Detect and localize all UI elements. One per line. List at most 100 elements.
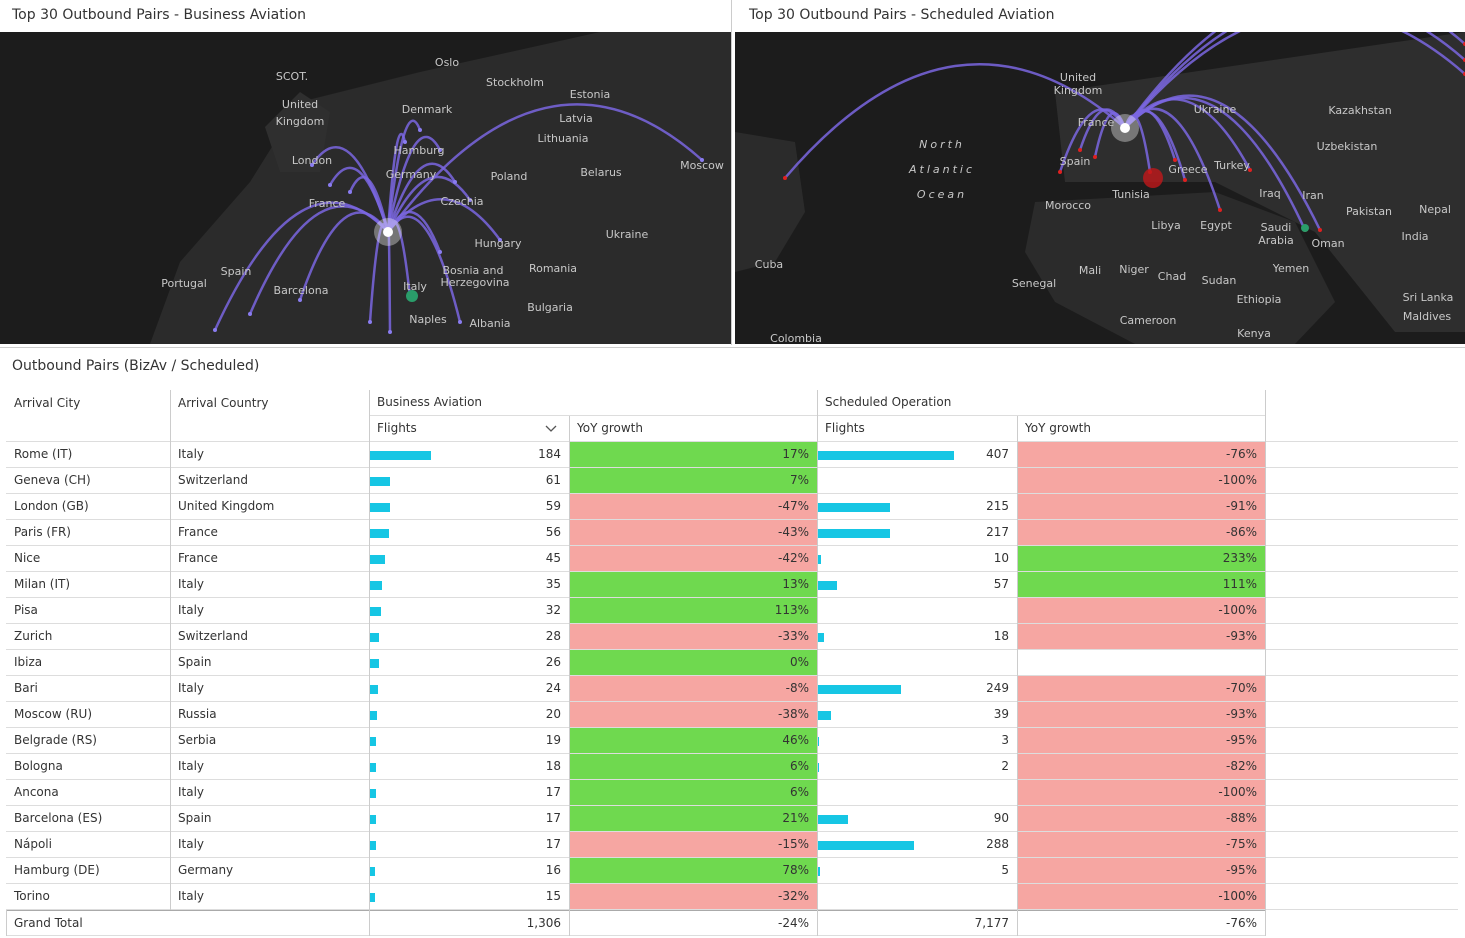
map-label: Romania	[529, 262, 577, 275]
map-label: Ethiopia	[1237, 293, 1282, 306]
growth-cell: -93%	[1017, 624, 1265, 650]
flights-bar	[818, 581, 837, 590]
city-cell: Bari	[6, 676, 170, 702]
country-cell: Germany	[170, 858, 369, 884]
map-label: Spain	[221, 265, 252, 278]
route-arc	[1123, 32, 1465, 129]
city-cell: Nice	[6, 546, 170, 572]
flights-bar	[370, 867, 376, 876]
map: Oslo Stockholm Estonia Latvia Lithuania SCOT.…	[0, 32, 731, 344]
flights-cell: 26	[369, 650, 569, 676]
flights-bar	[818, 711, 831, 720]
growth-cell: 21%	[569, 806, 817, 832]
total-cell: 1,306	[369, 910, 569, 936]
map-label: Lithuania	[538, 132, 589, 145]
map-label: Barcelona	[274, 284, 329, 297]
flights-bar	[370, 581, 382, 590]
map-label: Uzbekistan	[1317, 140, 1378, 153]
route-arc	[386, 135, 442, 233]
country-cell: Italy	[170, 676, 369, 702]
column-header: YoY growth	[569, 416, 817, 442]
total-cell: 7,177	[817, 910, 1017, 936]
map-label: Greece	[1168, 163, 1207, 176]
growth-cell: -88%	[1017, 806, 1265, 832]
flights-cell: 407	[817, 442, 1017, 468]
flights-cell: 10	[817, 546, 1017, 572]
flights-cell: 28	[369, 624, 569, 650]
flights-bar	[818, 815, 848, 824]
route-arc	[1124, 32, 1465, 129]
flights-bar	[818, 841, 914, 850]
flights-cell: 18	[817, 624, 1017, 650]
growth-cell: -42%	[569, 546, 817, 572]
growth-cell: 46%	[569, 728, 817, 754]
spacer-cell	[1265, 806, 1458, 832]
city-cell: Zurich	[6, 624, 170, 650]
growth-cell: -76%	[1017, 442, 1265, 468]
map-label: Iran	[1302, 189, 1324, 202]
growth-cell: -32%	[569, 884, 817, 910]
route-arc	[386, 175, 472, 233]
country-cell: Italy	[170, 884, 369, 910]
route-end	[310, 163, 314, 167]
spacer-cell	[1265, 598, 1458, 624]
map-label: Senegal	[1012, 277, 1056, 290]
flights-cell: 35	[369, 572, 569, 598]
route-end	[1058, 170, 1062, 174]
growth-cell: 6%	[569, 754, 817, 780]
route-end	[498, 238, 502, 242]
map-label: Iraq	[1259, 187, 1281, 200]
hub	[383, 227, 393, 237]
route-arc	[1123, 109, 1177, 161]
route-end	[1248, 168, 1252, 172]
spacer-cell	[1265, 624, 1458, 650]
city-cell: Paris (FR)	[6, 520, 170, 546]
flights-bar	[818, 867, 820, 876]
route-end	[1173, 158, 1177, 162]
route-arc	[386, 103, 703, 233]
route-arc	[386, 215, 462, 323]
column-line	[6, 910, 7, 936]
growth-cell: 0%	[569, 650, 817, 676]
flights-cell: 61	[369, 468, 569, 494]
growth-cell: -70%	[1017, 676, 1265, 702]
flights-bar	[818, 503, 890, 512]
country-cell: Italy	[170, 442, 369, 468]
route-arc	[784, 62, 1126, 179]
flights-cell: 17	[369, 832, 569, 858]
country-cell: United Kingdom	[170, 494, 369, 520]
country-cell: Spain	[170, 650, 369, 676]
growth-cell	[1017, 650, 1265, 676]
flights-bar	[370, 893, 375, 902]
map-label: Estonia	[570, 88, 611, 101]
map-label: London	[292, 154, 332, 167]
route-end	[368, 320, 372, 324]
flights-bar	[370, 763, 376, 772]
country-cell: Italy	[170, 780, 369, 806]
city-cell: Belgrade (RS)	[6, 728, 170, 754]
map-label: SCOT.	[276, 70, 308, 83]
flights-cell: 17	[369, 780, 569, 806]
column-header	[1265, 390, 1458, 442]
map-label: Germany	[386, 168, 437, 181]
route-arc	[328, 166, 390, 233]
map-label: Egypt	[1200, 219, 1232, 232]
route-arc	[386, 210, 442, 253]
map-label: France	[309, 197, 346, 210]
flights-bar	[370, 633, 380, 642]
route-arc	[348, 176, 390, 233]
route-end	[458, 320, 462, 324]
growth-cell: -75%	[1017, 832, 1265, 858]
flights-bar	[818, 763, 819, 772]
flights-cell	[817, 598, 1017, 624]
map-label: Maldives	[1403, 310, 1452, 323]
city-cell: Torino	[6, 884, 170, 910]
column-header: Flights	[817, 416, 1017, 442]
land	[735, 132, 805, 272]
growth-cell: 7%	[569, 468, 817, 494]
flights-cell: 217	[817, 520, 1017, 546]
growth-cell: -33%	[569, 624, 817, 650]
sort-icon[interactable]	[545, 425, 557, 433]
country-cell: Russia	[170, 702, 369, 728]
